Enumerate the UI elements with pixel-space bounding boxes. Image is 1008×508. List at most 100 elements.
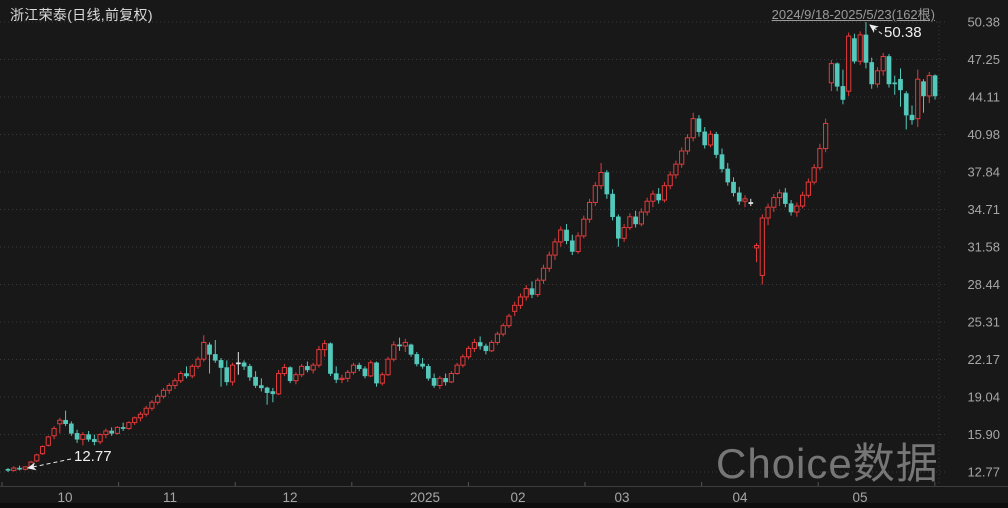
candle[interactable] bbox=[771, 194, 777, 213]
candle[interactable] bbox=[229, 362, 236, 386]
candle[interactable] bbox=[368, 360, 374, 378]
candle[interactable] bbox=[500, 323, 506, 337]
candle[interactable] bbox=[397, 337, 402, 351]
candle[interactable] bbox=[431, 373, 437, 388]
candle[interactable] bbox=[529, 281, 535, 299]
candle[interactable] bbox=[823, 118, 829, 153]
candle[interactable] bbox=[137, 411, 144, 422]
candle[interactable] bbox=[114, 426, 121, 435]
candle[interactable] bbox=[408, 343, 414, 357]
candle[interactable] bbox=[633, 210, 638, 228]
candle[interactable] bbox=[97, 433, 103, 445]
candle[interactable] bbox=[926, 72, 932, 104]
candle[interactable] bbox=[437, 375, 443, 390]
candle[interactable] bbox=[264, 386, 270, 405]
candle[interactable] bbox=[615, 214, 621, 247]
candle[interactable] bbox=[604, 170, 610, 199]
candle[interactable] bbox=[385, 356, 391, 376]
candle[interactable] bbox=[846, 32, 852, 96]
candle[interactable] bbox=[535, 277, 541, 297]
candle[interactable] bbox=[713, 131, 719, 159]
candle[interactable] bbox=[132, 416, 138, 425]
candle[interactable] bbox=[189, 363, 195, 379]
candle[interactable] bbox=[34, 453, 40, 463]
candle[interactable] bbox=[880, 52, 886, 76]
candle[interactable] bbox=[690, 112, 696, 142]
candle[interactable] bbox=[494, 331, 501, 345]
candle[interactable] bbox=[828, 60, 834, 92]
candle[interactable] bbox=[517, 293, 524, 309]
candle[interactable] bbox=[707, 130, 714, 148]
candle[interactable] bbox=[224, 360, 230, 386]
candle[interactable] bbox=[149, 399, 155, 411]
candle[interactable] bbox=[22, 466, 28, 471]
candle[interactable] bbox=[909, 105, 915, 125]
candle[interactable] bbox=[143, 405, 149, 417]
candle[interactable] bbox=[350, 362, 357, 375]
candle[interactable] bbox=[74, 429, 80, 443]
candle[interactable] bbox=[558, 226, 564, 247]
candle[interactable] bbox=[339, 374, 345, 384]
candle[interactable] bbox=[299, 363, 305, 378]
candle[interactable] bbox=[293, 372, 299, 385]
candle[interactable] bbox=[731, 177, 736, 197]
candle[interactable] bbox=[92, 434, 97, 446]
candle[interactable] bbox=[362, 366, 368, 379]
candle[interactable] bbox=[57, 417, 63, 434]
candle[interactable] bbox=[160, 387, 167, 399]
candle[interactable] bbox=[874, 67, 881, 88]
date-range-link[interactable]: 2024/9/18-2025/5/23(162根) bbox=[771, 7, 935, 22]
candle[interactable] bbox=[702, 127, 708, 149]
candle[interactable] bbox=[305, 361, 310, 373]
candle[interactable] bbox=[725, 162, 731, 186]
candle[interactable] bbox=[569, 234, 575, 256]
candle[interactable] bbox=[466, 346, 472, 360]
candle[interactable] bbox=[788, 200, 794, 216]
candle[interactable] bbox=[592, 182, 598, 207]
candle[interactable] bbox=[63, 410, 68, 427]
candle[interactable] bbox=[379, 372, 385, 386]
candle[interactable] bbox=[564, 223, 569, 245]
candle[interactable] bbox=[166, 383, 172, 394]
candle[interactable] bbox=[575, 232, 581, 254]
candle[interactable] bbox=[863, 22, 869, 69]
candle[interactable] bbox=[673, 160, 679, 179]
candle[interactable] bbox=[581, 215, 587, 239]
candle[interactable] bbox=[45, 435, 51, 447]
candle[interactable] bbox=[276, 369, 282, 396]
candle[interactable] bbox=[477, 336, 483, 350]
candle[interactable] bbox=[696, 115, 702, 137]
candle[interactable] bbox=[11, 466, 17, 472]
candle[interactable] bbox=[259, 378, 264, 392]
candle[interactable] bbox=[454, 362, 460, 375]
candle[interactable] bbox=[374, 361, 379, 387]
candle[interactable] bbox=[679, 147, 685, 168]
candle[interactable] bbox=[425, 363, 431, 381]
candle[interactable] bbox=[834, 62, 840, 92]
candle[interactable] bbox=[817, 143, 823, 171]
candle[interactable] bbox=[840, 69, 846, 105]
candle[interactable] bbox=[886, 54, 892, 88]
candle[interactable] bbox=[235, 351, 241, 375]
candle[interactable] bbox=[776, 189, 783, 207]
candle[interactable] bbox=[546, 251, 552, 272]
candle[interactable] bbox=[80, 432, 86, 446]
candle[interactable] bbox=[921, 79, 926, 113]
candle[interactable] bbox=[644, 197, 650, 216]
candle[interactable] bbox=[68, 421, 74, 436]
candle[interactable] bbox=[201, 335, 207, 362]
candle[interactable] bbox=[86, 430, 91, 442]
candle[interactable] bbox=[39, 445, 46, 455]
candle[interactable] bbox=[448, 371, 454, 384]
candle[interactable] bbox=[512, 301, 518, 317]
candle[interactable] bbox=[420, 357, 425, 369]
candle[interactable] bbox=[155, 393, 161, 405]
candle[interactable] bbox=[638, 208, 644, 227]
candle[interactable] bbox=[621, 223, 627, 242]
candle[interactable] bbox=[287, 366, 293, 384]
candle[interactable] bbox=[805, 178, 811, 198]
candle[interactable] bbox=[184, 366, 189, 379]
candle[interactable] bbox=[586, 198, 593, 223]
candle[interactable] bbox=[178, 371, 184, 384]
